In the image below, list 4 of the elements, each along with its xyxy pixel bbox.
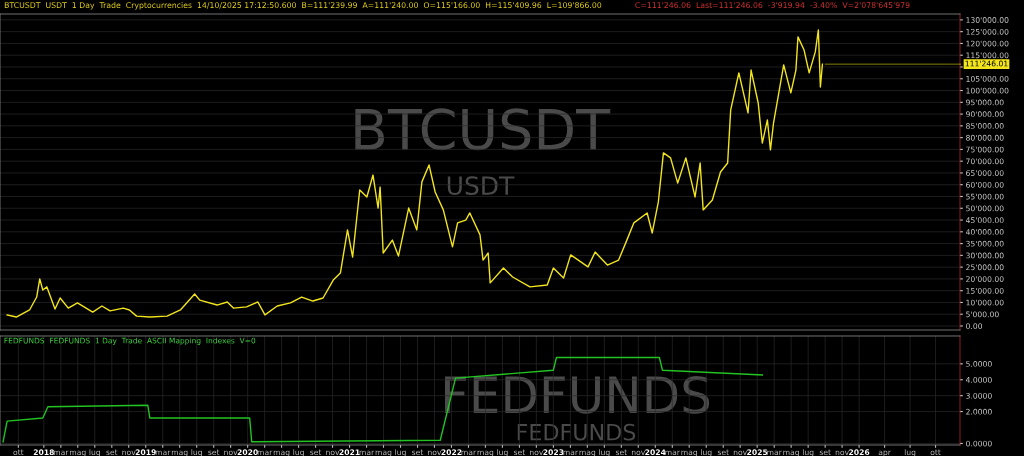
line-series (2, 356, 763, 443)
annotation: BTCUSDT (355, 108, 611, 151)
annotation: FEDFUNDS (517, 423, 636, 441)
annotation: USDT (447, 176, 515, 196)
